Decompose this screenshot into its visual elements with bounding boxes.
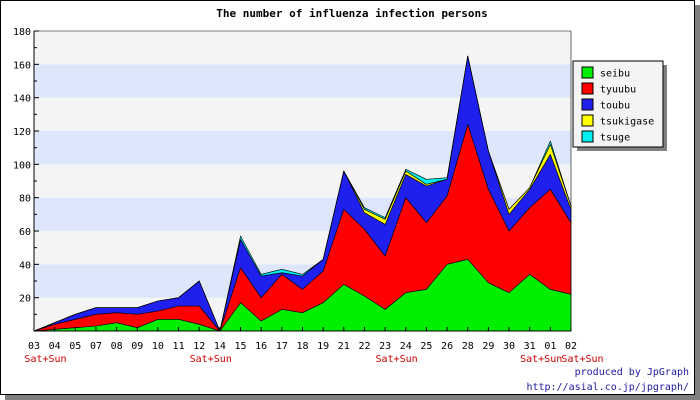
x-tick-label: 23 — [379, 341, 391, 352]
axes — [33, 30, 572, 332]
legend-swatch-tyuubu — [581, 82, 594, 95]
y-tick-label: 60 — [19, 227, 31, 238]
weekend-label: Sat+Sun — [24, 354, 66, 365]
x-tick-label: 02 — [565, 341, 577, 352]
x-tick-label: 07 — [90, 341, 102, 352]
x-tick-label: 01 — [544, 341, 556, 352]
x-tick-label: 17 — [276, 341, 288, 352]
x-tick-label: 18 — [296, 341, 308, 352]
grid-band — [34, 31, 571, 65]
x-tick-label: 30 — [503, 341, 515, 352]
legend-label-tsuge: tsuge — [600, 133, 630, 144]
legend: seibu tyuubu toubu tsukigase tsuge — [572, 60, 667, 151]
grid-band — [34, 97, 571, 131]
y-tick-label: 160 — [13, 60, 31, 71]
weekend-label: Sat+Sun — [561, 354, 603, 365]
x-tick-label: 15 — [235, 341, 247, 352]
x-tick-label: 19 — [317, 341, 329, 352]
x-tick-label: 31 — [524, 341, 536, 352]
y-tick-label: 40 — [19, 260, 31, 271]
x-tick-label: 16 — [255, 341, 267, 352]
legend-label-seibu: seibu — [600, 69, 630, 80]
x-tick-label: 08 — [111, 341, 123, 352]
x-tick-label: 26 — [441, 341, 453, 352]
x-tick-label: 11 — [173, 341, 185, 352]
y-tick-label: 100 — [13, 160, 31, 171]
weekend-label: Sat+Sun — [376, 354, 418, 365]
x-tick-label: 24 — [400, 341, 412, 352]
x-tick-label: 21 — [338, 341, 350, 352]
x-tick-label: 04 — [49, 341, 61, 352]
grid-band — [34, 64, 571, 98]
y-tick-label: 20 — [19, 294, 31, 305]
chart-title: The number of influenza infection person… — [216, 7, 488, 20]
credit-line-1: produced by JpGraph — [575, 367, 689, 378]
y-tick-label: 120 — [13, 127, 31, 138]
x-tick-label: 12 — [193, 341, 205, 352]
legend-swatch-seibu — [581, 66, 594, 79]
x-tick-label: 25 — [420, 341, 432, 352]
y-tick-label: 80 — [19, 194, 31, 205]
x-tick-label: 10 — [152, 341, 164, 352]
x-tick-label: 03 — [28, 341, 40, 352]
x-tick-label: 28 — [462, 341, 474, 352]
legend-label-toubu: toubu — [600, 101, 630, 112]
influenza-area-chart: The number of influenza infection person… — [13, 7, 689, 393]
x-tick-label: 09 — [131, 341, 143, 352]
x-tick-label: 14 — [214, 341, 226, 352]
weekend-label: Sat+Sun — [190, 354, 232, 365]
legend-swatch-toubu — [581, 98, 594, 111]
y-tick-label: 140 — [13, 94, 31, 105]
credit-line-2: http://asial.co.jp/jpgraph/ — [526, 382, 689, 393]
legend-label-tsukigase: tsukigase — [600, 117, 654, 128]
x-tick-label: 29 — [482, 341, 494, 352]
legend-swatch-tsuge — [581, 130, 594, 143]
legend-label-tyuubu: tyuubu — [600, 85, 636, 96]
y-tick-label: 180 — [13, 27, 31, 38]
weekend-label: Sat+Sun — [520, 354, 562, 365]
x-tick-label: 05 — [69, 341, 81, 352]
x-axis-labels: 03 04 05 07 08 09 10 11 12 14 15 16 17 18 19 21 22 23 24 25… — [24, 341, 603, 365]
x-tick-label: 22 — [358, 341, 370, 352]
legend-swatch-tsukigase — [581, 114, 594, 127]
y-axis-labels: 20 40 60 80 100 120 140 160 180 — [13, 27, 31, 305]
